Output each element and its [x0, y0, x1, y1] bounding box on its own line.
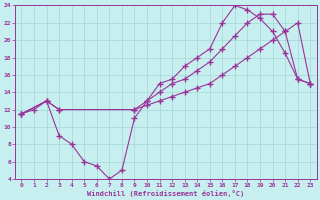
X-axis label: Windchill (Refroidissement éolien,°C): Windchill (Refroidissement éolien,°C) — [87, 190, 244, 197]
